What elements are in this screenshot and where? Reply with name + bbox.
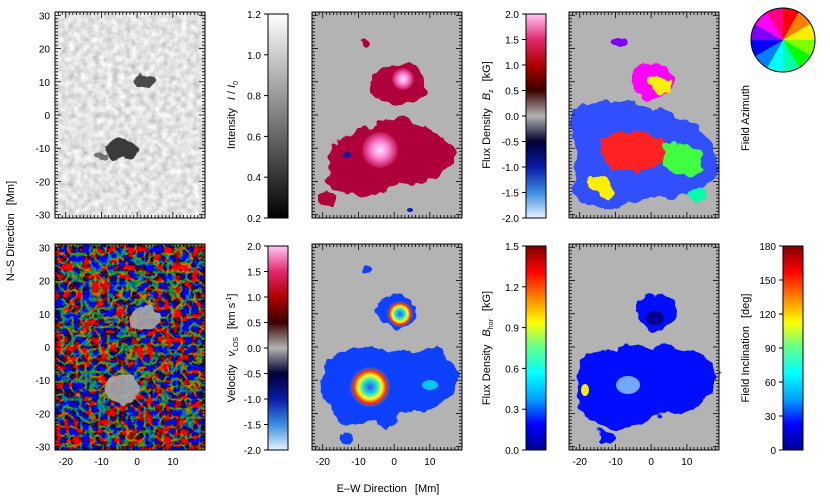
velocity-map [54,243,206,451]
x-tick-label: -10 [351,457,366,468]
y-tick-label: -20 [36,409,51,420]
colorbar-tick-label: 0.9 [505,324,519,335]
x-axis-label: E–W Direction [Mm] [337,483,440,495]
colorbar-tick-label: -2.0 [244,446,262,457]
colorbar-tick-label: 1.5 [505,242,519,253]
colorbar-tick-label: 0.0 [505,112,519,123]
colorbar-tick-label: 0.0 [505,446,519,457]
velocity-colorbar [267,245,289,451]
bz-core-north [392,68,414,90]
azimuth-color-wheel [750,7,816,73]
colorbar-tick-label: -0.5 [502,138,520,149]
colorbar-tick-label: 1.5 [505,36,519,47]
azimuth-map [568,11,720,219]
colorbar-tick-label: 0.2 [247,214,261,225]
intensity-colorbar-label: IntensityI / I0 [226,81,240,149]
x-tick-label: 10 [167,457,179,468]
x-tick-label: 0 [134,457,140,468]
x-tick-label: -20 [315,457,330,468]
x-tick-label: -20 [572,457,587,468]
colorbar-tick-label: 2.0 [505,10,519,21]
inclination-colorbar [782,245,804,451]
y-tick-label: -10 [36,376,51,387]
colorbar-tick-label: 0.5 [505,87,519,98]
bhor-map [311,243,463,451]
bz-core-south [362,132,398,168]
colorbar-tick-label: 0.6 [505,364,519,375]
y-tick-label: -30 [36,443,51,454]
colorbar-tick-label: -2.0 [502,214,520,225]
y-tick-label: 20 [39,45,51,56]
colorbar-tick-label: 1.2 [247,10,261,21]
colorbar-tick-label: 0.6 [247,132,261,143]
x-tick-label: 0 [391,457,397,468]
intensity-colorbar [267,13,289,219]
colorbar-tick-label: 0.0 [247,344,261,355]
colorbar-tick-label: 30 [765,412,777,423]
colorbar-tick-label: -1.5 [244,421,262,432]
colorbar-tick-label: 0.3 [505,405,519,416]
colorbar-tick-label: 60 [765,378,777,389]
y-tick-label: 0 [44,111,50,122]
x-tick-label: 0 [648,457,654,468]
y-tick-label: -20 [36,177,51,188]
x-tick-label: -10 [608,457,623,468]
azimuth-patches [573,37,716,209]
intensity-pores [94,72,153,161]
colorbar-tick-label: -1.0 [502,163,520,174]
colorbar-tick-label: 0 [770,446,776,457]
colorbar-tick-label: 2.0 [247,242,261,253]
colorbar-tick-label: 120 [759,310,776,321]
bhor-ring-south [350,367,390,407]
axes-layer: 0.2 0.4 0.6 0.8 1.0 1.2 -2.0 -1.5 -1.0 -0.5 0.0 0.5… [36,10,783,468]
y-tick-label: 0 [44,343,50,354]
colorbar-tick-label: 1.2 [505,283,519,294]
colorbar-tick-label: 1.5 [247,268,261,279]
bz-map [311,11,463,219]
colorbar-tick-label: 150 [759,276,776,287]
y-tick-label: 20 [39,277,51,288]
colorbar-tick-label: 1.0 [505,61,519,72]
velocity-colorbar-label: VelocityvLOS[km s-1] [226,293,240,402]
intensity-map [54,11,206,219]
colorbar-tick-label: 0.4 [247,173,261,184]
inclination-colorbar-label: Field Inclination[deg] [740,294,752,403]
y-axis-label: N–S Direction[Mm] [5,181,17,281]
y-tick-label: 10 [39,310,51,321]
colorbar-tick-label: 1.0 [247,51,261,62]
azimuth-wheel-outline [750,7,816,73]
colorbar-tick-label: -1.0 [244,395,262,406]
bhor-colorbar-label: Flux DensityBhor[kG] [481,291,495,405]
x-tick-label: -20 [58,457,73,468]
x-tick-label: 10 [424,457,436,468]
colorbar-tick-label: 0.5 [247,319,261,330]
bhor-ring-north [387,301,413,327]
y-tick-label: 30 [39,11,51,22]
velocity-quiet-regions [104,306,159,404]
y-tick-label: -10 [36,144,51,155]
colorbar-tick-label: -1.5 [502,189,520,200]
azimuth-label: Field Azimuth [740,85,752,151]
bz-colorbar [525,13,547,219]
x-tick-label: 10 [681,457,693,468]
y-tick-label: -30 [36,211,51,222]
x-tick-label: -10 [94,457,109,468]
bz-colorbar-label: Flux DensityBz[kG] [481,61,495,169]
colorbar-tick-label: 180 [759,242,776,253]
bhor-colorbar [525,245,547,451]
y-tick-label: 30 [39,243,51,254]
colorbar-tick-label: -0.5 [244,370,262,381]
inclination-map [568,243,720,451]
y-tick-label: 10 [39,78,51,89]
colorbar-tick-label: 90 [765,344,777,355]
colorbar-tick-label: 0.8 [247,92,261,103]
colorbar-tick-label: 1.0 [247,293,261,304]
